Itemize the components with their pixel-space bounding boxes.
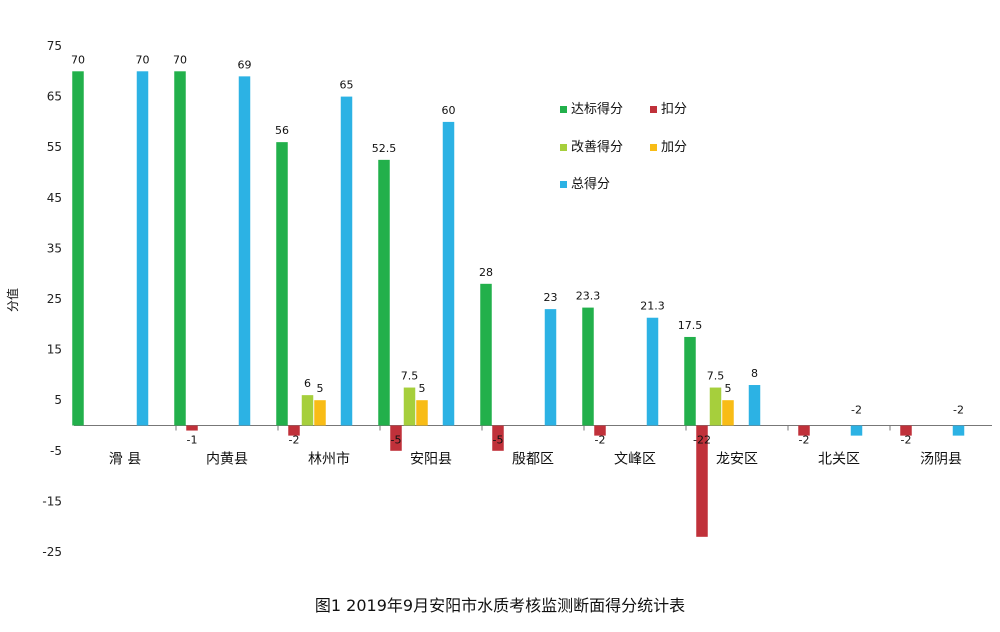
legend-label: 加分 <box>661 140 687 155</box>
data-label: 21.3 <box>640 300 665 313</box>
legend-label: 总得分 <box>571 176 610 192</box>
legend-label: 达标得分 <box>571 101 623 117</box>
legend-swatch <box>560 181 567 188</box>
data-label: -2 <box>851 404 862 417</box>
chart-title: 图1 2019年9月安阳市水质考核监测断面得分统计表 <box>315 596 685 615</box>
bar <box>288 425 300 436</box>
data-label: 7.5 <box>401 370 419 383</box>
y-tick-label: -15 <box>42 494 62 508</box>
y-tick-label: 55 <box>47 140 62 154</box>
legend-label: 改善得分 <box>571 139 623 155</box>
bar <box>582 307 594 426</box>
y-axis-label: 分值 <box>5 288 20 312</box>
data-label: 65 <box>340 79 354 92</box>
bars <box>72 71 965 537</box>
category-label: 安阳县 <box>410 452 452 468</box>
bar <box>442 121 455 426</box>
legend-swatch <box>650 106 657 113</box>
data-label: -2 <box>953 404 964 417</box>
category-label: 汤阴县 <box>920 452 962 468</box>
category-label: 北关区 <box>818 452 860 468</box>
y-tick-label: 75 <box>47 39 62 53</box>
bar <box>186 425 198 431</box>
bar <box>416 400 428 426</box>
data-labels: 70 70 56 52.5 28 23.3 17.5 -1 -2 -5 -5 -2 -22 -2 -2 6 7.… <box>71 53 964 446</box>
data-label: 28 <box>479 266 493 279</box>
data-label: 8 <box>751 367 758 380</box>
y-tick-label: -25 <box>42 545 62 559</box>
bar <box>696 425 708 537</box>
category-label: 文峰区 <box>614 452 656 468</box>
data-label: 5 <box>725 382 732 395</box>
data-label: 17.5 <box>678 319 703 332</box>
data-label: -2 <box>289 434 300 447</box>
bar <box>492 425 504 451</box>
legend-swatch <box>560 144 567 151</box>
data-label: 7.5 <box>707 370 725 383</box>
bar <box>480 283 492 426</box>
data-label: 70 <box>71 53 85 66</box>
data-label: 56 <box>275 124 289 137</box>
bar <box>709 387 722 426</box>
data-label: 6 <box>304 377 311 390</box>
y-tick-label: 65 <box>47 90 62 104</box>
bar <box>314 400 326 426</box>
bar <box>136 71 149 426</box>
data-label: 60 <box>442 104 456 117</box>
bar <box>798 425 810 436</box>
bar <box>544 309 557 426</box>
bar <box>72 71 84 426</box>
legend-swatch <box>560 106 567 113</box>
y-tick-label: 25 <box>47 292 62 306</box>
data-label: 70 <box>173 53 187 66</box>
category-label: 殷都区 <box>512 452 554 468</box>
y-tick-label: 35 <box>47 241 62 255</box>
data-label: 69 <box>238 58 252 71</box>
category-label: 龙安区 <box>716 452 758 468</box>
data-label: -1 <box>187 434 198 447</box>
bar <box>850 425 863 436</box>
legend-swatch <box>650 144 657 151</box>
bar <box>390 425 402 451</box>
bar <box>684 336 696 426</box>
axes: 756555453525155-5-15-25滑 县内黄县 林州市 安阳县 殷都区 文峰… <box>42 39 992 559</box>
data-label: -5 <box>493 434 504 447</box>
category-label: 滑 县 <box>109 451 141 468</box>
bar <box>238 76 251 426</box>
legend-label: 扣分 <box>661 102 687 117</box>
data-label: 23 <box>544 291 558 304</box>
bar <box>276 142 288 426</box>
bar <box>722 400 734 426</box>
bar <box>594 425 606 436</box>
bar <box>900 425 912 436</box>
category-label: 林州市 <box>308 451 350 468</box>
y-tick-label: 45 <box>47 191 62 205</box>
bar <box>952 425 965 436</box>
category-label: 内黄县 <box>206 451 248 468</box>
bar <box>174 71 186 426</box>
data-label: 23.3 <box>576 290 601 303</box>
bar <box>403 387 416 426</box>
data-label: 52.5 <box>372 142 397 155</box>
bar <box>301 395 314 426</box>
data-label: 5 <box>419 382 426 395</box>
y-tick-label: -5 <box>50 444 62 458</box>
data-label: -22 <box>693 434 711 447</box>
bar <box>378 159 390 426</box>
data-label: -2 <box>799 434 810 447</box>
y-tick-label: 5 <box>54 393 62 407</box>
bar <box>646 317 659 426</box>
data-label: 5 <box>317 382 324 395</box>
data-label: -5 <box>391 434 402 447</box>
bar <box>748 385 761 426</box>
data-label: -2 <box>595 434 606 447</box>
data-label: -2 <box>901 434 912 447</box>
data-label: 70 <box>136 53 150 66</box>
bar <box>340 96 353 426</box>
y-tick-label: 15 <box>47 343 62 357</box>
